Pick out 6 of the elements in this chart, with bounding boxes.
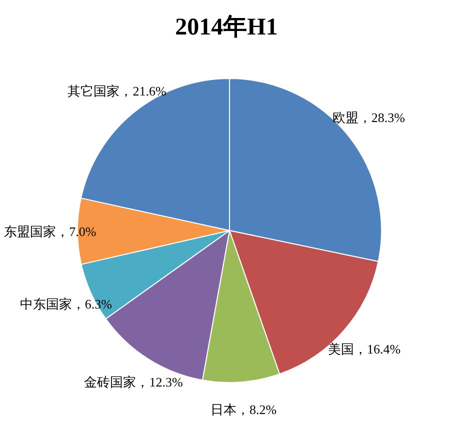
- slice-label: 金砖国家，12.3%: [84, 374, 183, 390]
- slice-label: 日本，8.2%: [210, 402, 277, 417]
- slice-label: 美国，16.4%: [328, 341, 401, 356]
- chart-title: 2014年H1: [175, 14, 278, 40]
- slice-label: 欧盟，28.3%: [332, 110, 406, 125]
- slice-label: 其它国家，21.6%: [68, 83, 166, 98]
